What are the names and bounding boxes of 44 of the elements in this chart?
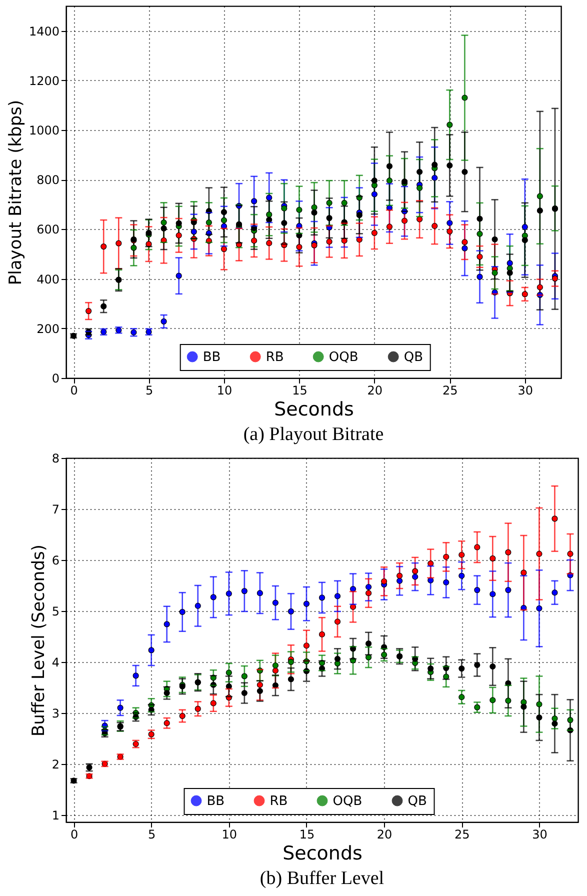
y-tick-label: 3 [52,706,60,720]
x-tick-label: 25 [442,384,458,398]
legend-label: QB [408,794,427,809]
y-tick-label: 400 [36,272,60,286]
y-tick-label: 800 [36,173,60,188]
legend-label: RB [266,350,284,365]
y-tick-label: 7 [52,502,60,516]
x-tick-label: 15 [299,828,315,842]
y-tick-label: 1 [52,808,60,822]
y-tick-label: 4 [52,655,60,670]
x-tick-label: 10 [222,828,238,842]
text: (a) Playout Bitrate [243,424,384,445]
y-tick-label: 200 [36,322,60,336]
y-tick-label: 6 [52,553,60,568]
x-tick-label: 10 [216,384,232,398]
legend-label: QB [404,350,424,365]
y-tick-label: 2 [52,757,60,772]
y-axis-title: Buffer Level (Seconds) [28,544,49,736]
legend-label: RB [270,794,288,809]
legend-label: OQB [332,794,362,809]
x-axis-title: Seconds [274,398,354,420]
y-tick-label: 600 [36,222,60,237]
x-axis-title: Seconds [282,842,362,864]
y-tick-label: 5 [52,604,60,618]
y-axis-title: Playout Bitrate (kbps) [6,100,26,286]
y-tick-label: 8 [52,452,60,466]
x-tick-label: 25 [454,828,470,842]
legend-label: OQB [328,350,358,365]
x-tick-label: 30 [518,384,534,398]
y-tick-label: 1000 [28,124,60,138]
legend-label: BB [206,794,225,809]
text: (b) Buffer Level [260,868,384,889]
x-tick-label: 30 [532,828,548,842]
y-tick-label: 1400 [28,24,60,38]
x-tick-label: 0 [70,828,78,842]
y-tick-label: 1200 [28,74,60,88]
x-tick-label: 5 [148,828,156,842]
legend-label: BB [202,350,221,365]
x-tick-label: 20 [376,828,392,842]
x-tick-label: 0 [70,384,78,398]
x-tick-label: 20 [367,384,383,398]
y-tick-label: 0 [52,372,60,386]
x-tick-label: 5 [145,384,154,398]
x-tick-label: 15 [292,384,308,398]
